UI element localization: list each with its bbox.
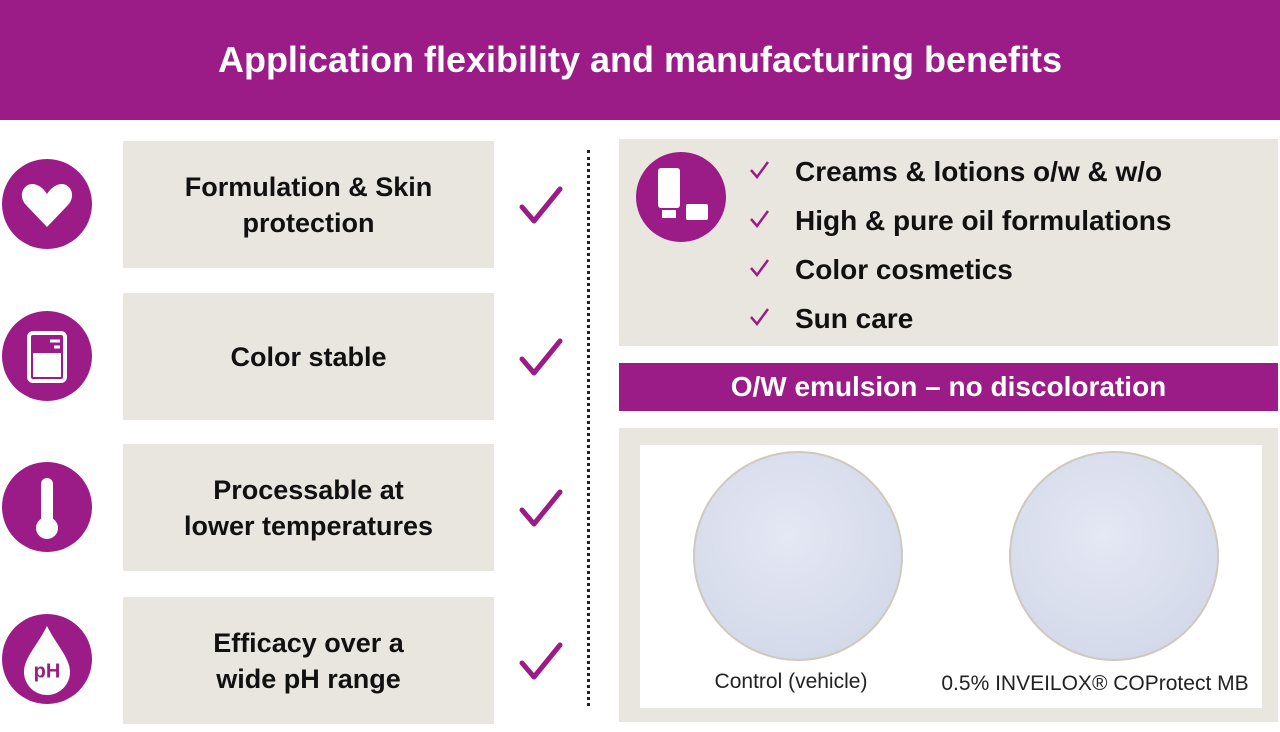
check-icon	[748, 305, 770, 334]
ph-icon: pH	[2, 614, 92, 704]
ph-text: pH	[34, 660, 61, 682]
benefit-label: Color stable	[230, 341, 387, 372]
caption: Control (vehicle)	[714, 670, 868, 693]
benefit-box: Processable at lower temperatures	[123, 444, 494, 571]
application-item: Creams & lotions o/w & w/o	[795, 156, 1163, 187]
check-icon	[516, 181, 564, 229]
caption: 0.5% INVEILOX® COProtect MB	[941, 672, 1249, 695]
benefit-box: Color stable	[123, 293, 494, 420]
check-icon	[748, 158, 770, 187]
applications-box	[619, 139, 1278, 346]
check-icon	[748, 256, 770, 285]
divider	[587, 150, 590, 706]
heart-icon	[2, 159, 92, 249]
benefit-label: wide pH range	[216, 663, 401, 694]
check-icon	[748, 207, 770, 236]
beaker-icon	[2, 311, 92, 401]
benefit-label: Efficacy over a	[213, 627, 404, 658]
application-item: Color cosmetics	[795, 254, 1013, 285]
check-icon	[516, 637, 564, 685]
emulsion-title: O/W emulsion – no discoloration	[619, 363, 1278, 411]
tube-icon	[636, 152, 726, 242]
header-title: Application flexibility and manufacturin…	[0, 0, 1280, 120]
benefit-box: Formulation & Skin protection	[123, 141, 494, 268]
benefit-box: Efficacy over a wide pH range	[123, 597, 494, 724]
control-dish	[693, 451, 903, 661]
benefit-label: Formulation & Skin	[184, 171, 433, 202]
benefit-label: protection	[242, 207, 375, 238]
benefit-label: lower temperatures	[183, 510, 434, 541]
application-item: Sun care	[795, 303, 914, 334]
check-icon	[516, 484, 564, 532]
check-icon	[516, 333, 564, 381]
treated-dish	[1009, 451, 1219, 661]
thermometer-icon	[2, 462, 92, 552]
benefit-label: Processable at	[213, 474, 404, 505]
application-item: High & pure oil formulations	[795, 205, 1172, 236]
